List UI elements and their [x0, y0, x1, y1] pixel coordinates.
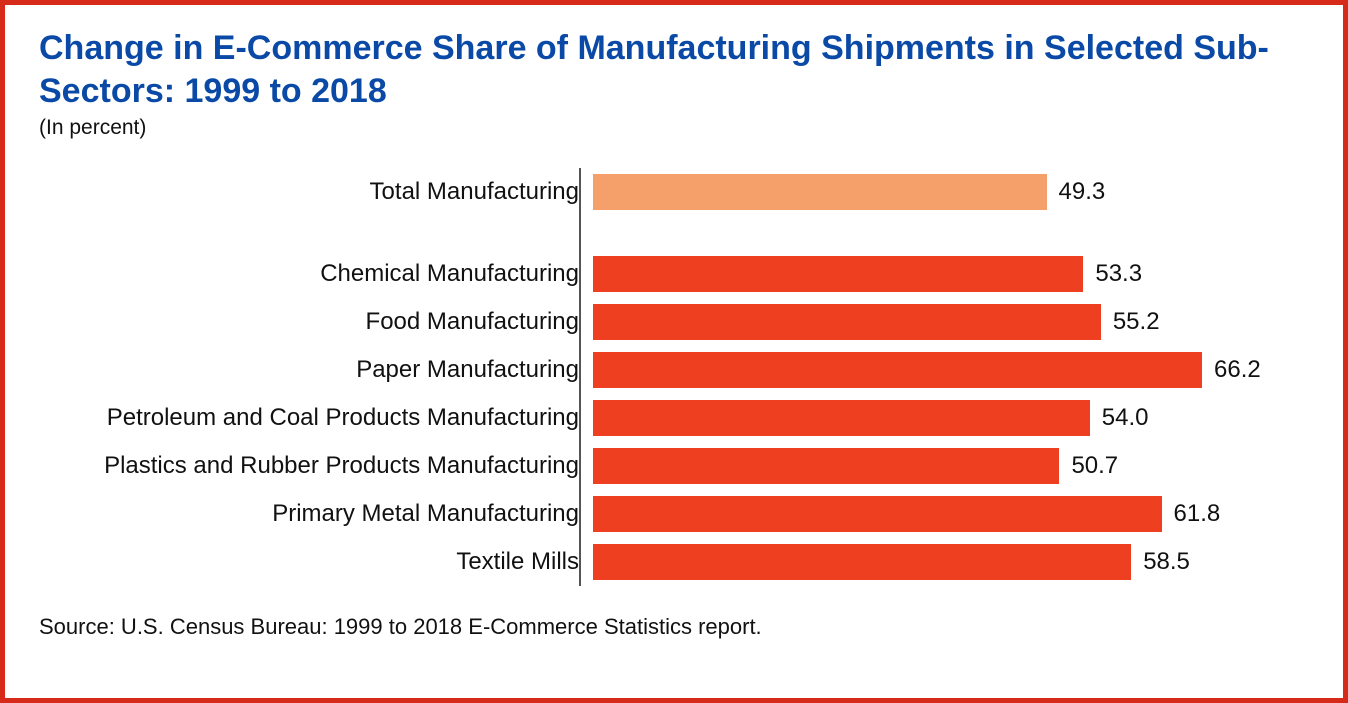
- bar-value: 53.3: [1083, 260, 1142, 288]
- bar-area: 49.3: [593, 168, 1309, 216]
- y-axis-line: [579, 168, 581, 586]
- bar-label: Total Manufacturing: [39, 178, 593, 206]
- bar: [593, 448, 1059, 484]
- chart-title: Change in E-Commerce Share of Manufactur…: [39, 27, 1309, 112]
- chart-source: Source: U.S. Census Bureau: 1999 to 2018…: [39, 614, 1309, 640]
- bar-value: 66.2: [1202, 356, 1261, 384]
- bar-label: Chemical Manufacturing: [39, 260, 593, 288]
- bar: [593, 256, 1083, 292]
- bar-row: Textile Mills 58.5: [39, 538, 1309, 586]
- bar-row: Petroleum and Coal Products Manufacturin…: [39, 394, 1309, 442]
- bar: [593, 544, 1131, 580]
- bar-value: 61.8: [1162, 500, 1221, 528]
- bar: [593, 174, 1047, 210]
- bar: [593, 352, 1202, 388]
- bar-area: 53.3: [593, 250, 1309, 298]
- bar-value: 49.3: [1047, 178, 1106, 206]
- bar-label: Plastics and Rubber Products Manufacturi…: [39, 452, 593, 480]
- bar-row: Chemical Manufacturing 53.3: [39, 250, 1309, 298]
- bar-area: 55.2: [593, 298, 1309, 346]
- bar: [593, 304, 1101, 340]
- bar-row: Primary Metal Manufacturing 61.8: [39, 490, 1309, 538]
- bar-label: Textile Mills: [39, 548, 593, 576]
- bar-label: Food Manufacturing: [39, 308, 593, 336]
- bar: [593, 400, 1090, 436]
- bar-value: 55.2: [1101, 308, 1160, 336]
- bar-label: Paper Manufacturing: [39, 356, 593, 384]
- bar-row: Total Manufacturing 49.3: [39, 168, 1309, 216]
- bar: [593, 496, 1162, 532]
- bar-area: 66.2: [593, 346, 1309, 394]
- chart-subtitle: (In percent): [39, 116, 1309, 140]
- bar-value: 54.0: [1090, 404, 1149, 432]
- bar-row: Plastics and Rubber Products Manufacturi…: [39, 442, 1309, 490]
- bar-row: Food Manufacturing 55.2: [39, 298, 1309, 346]
- bar-chart: Total Manufacturing 49.3 Chemical Manufact…: [39, 168, 1309, 586]
- bar-label: Primary Metal Manufacturing: [39, 500, 593, 528]
- bar-row: Paper Manufacturing 66.2: [39, 346, 1309, 394]
- bar-area: 61.8: [593, 490, 1309, 538]
- chart-container: Change in E-Commerce Share of Manufactur…: [0, 0, 1348, 703]
- bar-area: 58.5: [593, 538, 1309, 586]
- bar-area: 54.0: [593, 394, 1309, 442]
- bar-label: Petroleum and Coal Products Manufacturin…: [39, 404, 593, 432]
- bar-value: 58.5: [1131, 548, 1190, 576]
- group-gap: [39, 216, 1309, 250]
- bar-value: 50.7: [1059, 452, 1118, 480]
- bar-area: 50.7: [593, 442, 1309, 490]
